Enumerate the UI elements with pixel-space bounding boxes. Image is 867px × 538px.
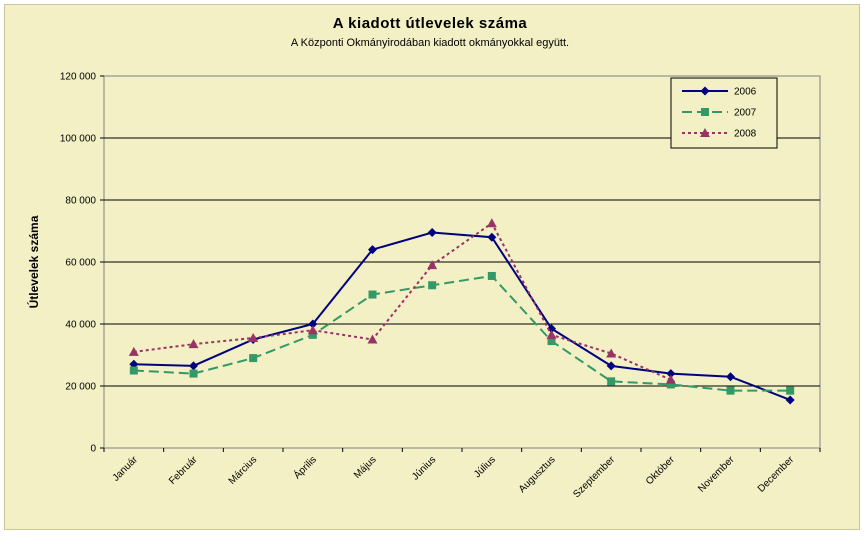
x-tick-label: Szeptember bbox=[571, 454, 617, 500]
data-point bbox=[427, 260, 438, 270]
legend-marker bbox=[701, 108, 709, 116]
data-point bbox=[129, 366, 138, 375]
data-point bbox=[666, 369, 676, 379]
x-axis-ticks: Január Február Március Április Május Június Jú… bbox=[103, 448, 821, 500]
data-point bbox=[249, 354, 258, 363]
data-point bbox=[368, 245, 377, 255]
data-point bbox=[665, 374, 676, 384]
y-tick-label: 0 bbox=[90, 444, 96, 455]
data-point bbox=[189, 361, 198, 371]
y-tick-label: 60 000 bbox=[65, 258, 96, 269]
x-tick-label: Július bbox=[472, 454, 498, 480]
y-tick-label: 120 000 bbox=[60, 72, 97, 83]
legend-label: 2006 bbox=[734, 87, 757, 98]
x-tick-label: Március bbox=[227, 454, 260, 487]
x-tick-label: Január bbox=[111, 454, 141, 484]
data-point bbox=[248, 332, 259, 342]
data-point bbox=[307, 325, 318, 335]
x-tick-label: Június bbox=[410, 454, 438, 482]
y-axis-ticks: 0 20 000 40 000 60 000 80 000 100 000 120 000 bbox=[60, 72, 104, 455]
data-point bbox=[607, 377, 616, 386]
y-tick-label: 20 000 bbox=[65, 382, 96, 393]
data-point bbox=[367, 334, 378, 344]
y-tick-label: 40 000 bbox=[65, 320, 96, 331]
x-tick-label: November bbox=[696, 454, 737, 495]
data-point bbox=[606, 361, 616, 371]
data-point bbox=[726, 372, 735, 382]
series-line bbox=[133, 221, 672, 381]
x-tick-label: Október bbox=[644, 454, 677, 487]
series-2008 bbox=[128, 218, 676, 384]
legend: 2006 2007 2008 bbox=[670, 77, 778, 149]
data-point bbox=[487, 232, 497, 242]
series-line bbox=[133, 274, 791, 392]
x-tick-label: Május bbox=[352, 454, 379, 481]
legend-label: 2007 bbox=[734, 108, 757, 119]
data-point bbox=[308, 319, 318, 329]
series-2007 bbox=[129, 271, 795, 395]
y-axis-label: Útlevelek száma bbox=[26, 215, 41, 308]
legend-label: 2008 bbox=[734, 129, 757, 140]
data-point bbox=[786, 386, 795, 395]
legend-marker bbox=[700, 128, 710, 137]
y-tick-label: 100 000 bbox=[60, 134, 97, 145]
chart-title: A kiadott útlevelek száma bbox=[333, 15, 528, 32]
x-tick-label: Április bbox=[291, 453, 319, 481]
data-point bbox=[427, 228, 437, 238]
data-point bbox=[546, 329, 557, 339]
x-tick-label: Február bbox=[167, 454, 200, 487]
data-point bbox=[189, 369, 198, 378]
data-point bbox=[666, 380, 675, 389]
x-tick-label: December bbox=[756, 454, 797, 495]
x-tick-label: Augusztus bbox=[517, 454, 558, 495]
data-point bbox=[726, 386, 735, 395]
data-point bbox=[188, 339, 199, 349]
legend-marker bbox=[700, 86, 710, 96]
data-point bbox=[487, 271, 496, 280]
data-point bbox=[368, 290, 377, 299]
data-point bbox=[486, 218, 497, 228]
chart-subtitle: A Központi Okmányirodában kiadott okmány… bbox=[291, 37, 569, 49]
data-point bbox=[128, 346, 139, 356]
data-point bbox=[785, 395, 795, 405]
data-point bbox=[547, 337, 556, 346]
series-group bbox=[128, 218, 795, 405]
data-point bbox=[606, 348, 617, 358]
y-tick-label: 80 000 bbox=[65, 196, 96, 207]
series-line bbox=[133, 231, 791, 401]
data-point bbox=[428, 281, 437, 290]
data-point bbox=[308, 330, 317, 339]
